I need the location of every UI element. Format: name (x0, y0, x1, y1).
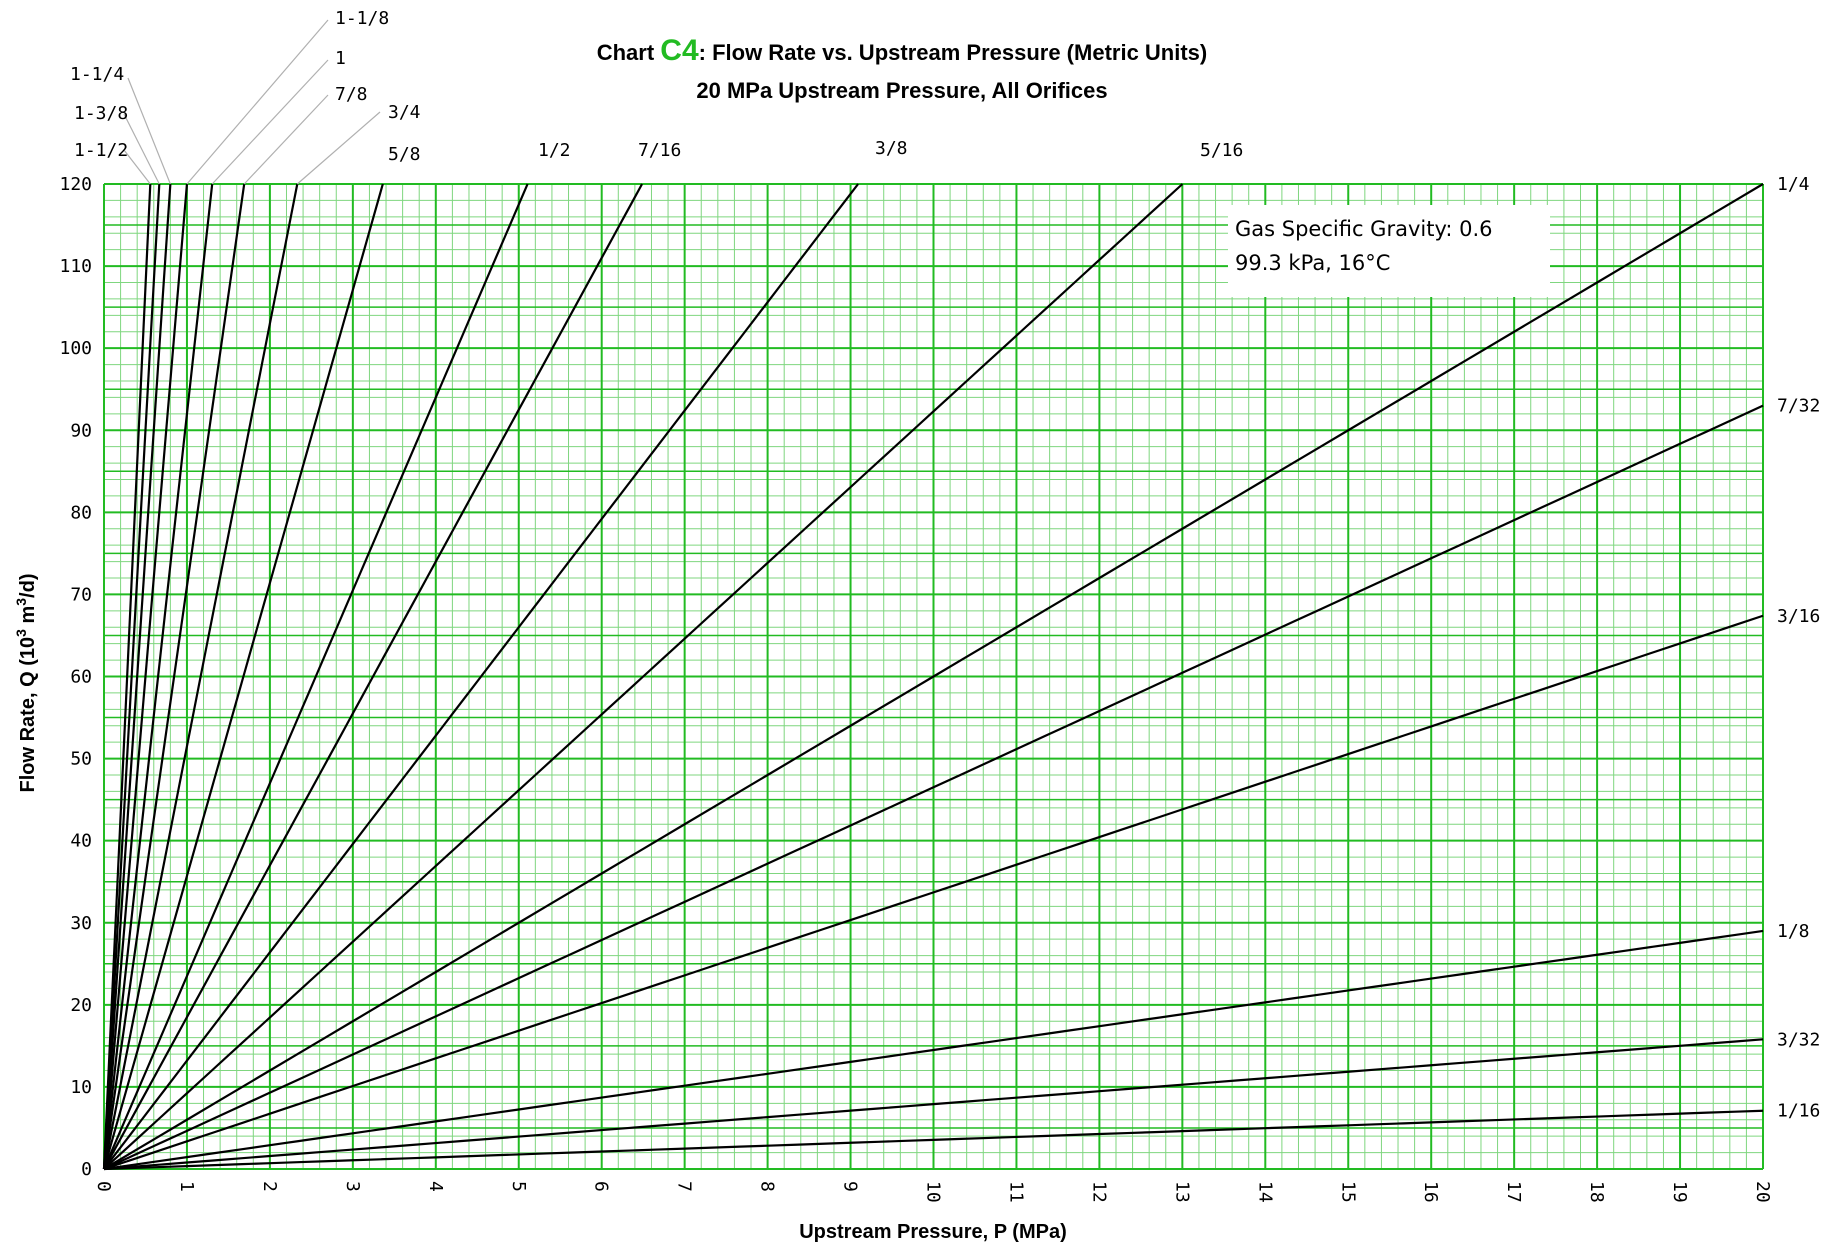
x-tick-label: 13 (1171, 1181, 1192, 1203)
x-tick-label: 8 (757, 1181, 778, 1192)
orifice-label-7-16: 7/16 (638, 140, 681, 161)
orifice-label-1-16: 1/16 (1777, 1101, 1820, 1122)
x-tick-label: 3 (342, 1181, 363, 1192)
chart-subtitle: 20 MPa Upstream Pressure, All Orifices (696, 78, 1107, 103)
chart-title: Chart C4: Flow Rate vs. Upstream Pressur… (597, 34, 1208, 67)
orifice-label-3-16: 3/16 (1777, 606, 1820, 627)
y-tick-label: 120 (59, 174, 92, 195)
x-tick-label: 17 (1503, 1181, 1524, 1203)
orifice-label-1-1-8: 1-1/8 (335, 8, 389, 29)
orifice-label-1-2: 1/2 (538, 140, 571, 161)
note-gas-gravity: Gas Specific Gravity: 0.6 (1235, 217, 1493, 241)
x-tick-label: 12 (1088, 1181, 1109, 1203)
x-axis-title: Upstream Pressure, P (MPa) (799, 1221, 1067, 1243)
orifice-labels: 1/16 3/32 1/8 3/16 7/32 1/4 5/16 3/8 7/16 1/2 5/8 3… (70, 8, 1820, 1122)
note-box (1228, 205, 1550, 297)
orifice-label-3-4: 3/4 (388, 102, 421, 123)
curve-1-3-8 (102, 183, 161, 1170)
orifice-label-3-8: 3/8 (875, 138, 908, 159)
orifice-label-5-8: 5/8 (388, 144, 421, 165)
label-leader-lines (123, 19, 381, 185)
y-tick-label: 20 (70, 995, 92, 1016)
leader-line (123, 149, 151, 185)
curve-7-16 (103, 183, 644, 1170)
leader-line (123, 113, 160, 185)
x-tick-label: 20 (1752, 1181, 1773, 1203)
x-tick-label: 9 (840, 1181, 861, 1192)
x-tick-label: 11 (1005, 1181, 1026, 1203)
orifice-label-7-8: 7/8 (335, 84, 368, 105)
leader-line (243, 94, 329, 185)
curve-1 (102, 183, 214, 1170)
curve-3-8 (103, 183, 859, 1170)
y-tick-label: 30 (70, 913, 92, 934)
y-tick-label: 90 (70, 420, 92, 441)
orifice-label-1-1-2: 1-1/2 (74, 140, 128, 161)
y-tick-label: 60 (70, 667, 92, 688)
orifice-label-1-1-4: 1-1/4 (70, 64, 124, 85)
orifice-curves (102, 183, 1764, 1171)
x-tick-label: 18 (1586, 1181, 1607, 1203)
curve-1-8 (103, 929, 1764, 1171)
x-tick-label: 19 (1669, 1181, 1690, 1203)
y-tick-label: 0 (81, 1159, 92, 1180)
orifice-label-1-3-8: 1-3/8 (74, 103, 128, 124)
orifice-label-1: 1 (335, 48, 346, 69)
leader-line (296, 111, 381, 185)
curve-1-1-4 (102, 183, 172, 1170)
orifice-label-3-32: 3/32 (1777, 1029, 1820, 1050)
orifice-label-7-32: 7/32 (1777, 396, 1820, 417)
curve-3-32 (103, 1038, 1764, 1171)
y-axis-title: Flow Rate, Q (103 m3/d) (13, 574, 39, 793)
y-tick-label: 10 (70, 1077, 92, 1098)
leader-line (127, 77, 171, 185)
curve-5-16 (103, 183, 1184, 1170)
x-tick-label: 5 (508, 1181, 529, 1192)
x-tick-label: 10 (923, 1181, 944, 1203)
y-tick-label: 50 (70, 749, 92, 770)
leader-line (211, 59, 329, 185)
curve-1-1-8 (102, 183, 189, 1170)
curve-7-32 (103, 404, 1764, 1170)
orifice-label-5-16: 5/16 (1200, 140, 1243, 161)
x-tick-label: 7 (674, 1181, 695, 1192)
x-tick-labels: 0 1 2 3 4 5 6 7 8 9 10 11 12 13 14 15 16 17 18 19 20 (93, 1181, 1773, 1203)
y-tick-label: 40 (70, 831, 92, 852)
curve-3-16 (103, 614, 1764, 1171)
curve-3-4 (102, 183, 299, 1170)
leader-line (186, 19, 329, 185)
curve-1-1-2 (102, 183, 152, 1170)
y-tick-label: 100 (59, 338, 92, 359)
y-tick-label: 110 (59, 256, 92, 277)
note-conditions: 99.3 kPa, 16°C (1235, 251, 1390, 275)
y-tick-label: 70 (70, 584, 92, 605)
curve-5-8 (102, 183, 384, 1170)
x-tick-label: 0 (93, 1181, 114, 1192)
x-tick-label: 4 (425, 1181, 446, 1192)
y-tick-labels: 0 10 20 30 40 50 60 70 80 90 100 110 120 (59, 174, 92, 1180)
x-tick-label: 1 (176, 1181, 197, 1192)
x-tick-label: 2 (259, 1181, 280, 1192)
orifice-label-1-4: 1/4 (1777, 174, 1810, 195)
x-tick-label: 16 (1420, 1181, 1441, 1203)
x-tick-label: 15 (1337, 1181, 1358, 1203)
curve-1-4 (103, 183, 1764, 1170)
orifice-label-1-8: 1/8 (1777, 921, 1810, 942)
x-tick-label: 14 (1254, 1181, 1275, 1203)
y-tick-label: 80 (70, 502, 92, 523)
curve-1-16 (103, 1109, 1764, 1171)
x-tick-label: 6 (591, 1181, 612, 1192)
curve-7-8 (102, 183, 246, 1170)
curve-1-2 (102, 183, 529, 1170)
